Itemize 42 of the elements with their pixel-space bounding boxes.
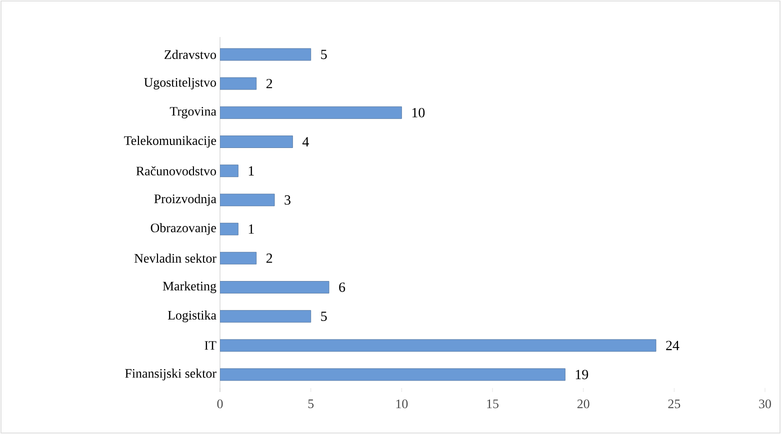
- y-tick-label: Marketing: [162, 281, 216, 294]
- y-tick-label: Ugostiteljstvo: [144, 78, 216, 90]
- x-tick-label: 10: [396, 400, 408, 408]
- bar: [220, 310, 312, 323]
- y-tick-label: Računovodstvo: [136, 166, 216, 176]
- bar: [220, 368, 566, 381]
- y-tick-label: Trgovina: [170, 106, 216, 118]
- x-tick-label: 25: [668, 400, 680, 408]
- y-tick-label: Proizvodnja: [154, 194, 216, 206]
- bar: [220, 164, 238, 178]
- bar: [220, 339, 656, 352]
- x-tick-label: 5: [308, 400, 314, 408]
- x-tick-label: 30: [759, 400, 771, 408]
- bar: [220, 106, 402, 119]
- y-tick-label: Finansijski sektor: [125, 368, 216, 380]
- data-label: 24: [666, 340, 680, 350]
- data-label: 6: [339, 282, 346, 292]
- y-tick-label: Telekomunikacije: [124, 136, 216, 148]
- y-tick-label: Obrazovanje: [150, 223, 216, 235]
- data-label: 1: [248, 224, 254, 234]
- bar: [220, 136, 293, 148]
- data-label: 1: [248, 166, 254, 176]
- y-tick-label: Zdravstvo: [164, 50, 216, 60]
- y-tick-label: Logistika: [168, 310, 216, 322]
- data-label: 3: [284, 195, 290, 205]
- data-label: 10: [412, 108, 425, 118]
- data-label: 4: [302, 137, 309, 146]
- bar: [220, 77, 257, 90]
- data-label: 5: [321, 50, 327, 60]
- bar: [220, 194, 275, 206]
- y-tick-label: IT: [204, 341, 216, 350]
- bar: [220, 48, 312, 61]
- data-label: 2: [266, 78, 272, 88]
- bar: [220, 252, 257, 264]
- x-tick-label: 15: [487, 400, 498, 408]
- data-label: 2: [266, 254, 272, 263]
- bar: [220, 281, 330, 294]
- y-tick-label: Nevladin sektor: [134, 254, 216, 263]
- data-label: 5: [321, 312, 327, 321]
- data-label: 19: [576, 370, 588, 380]
- x-tick-label: 0: [217, 400, 223, 408]
- x-tick-label: 20: [577, 400, 590, 408]
